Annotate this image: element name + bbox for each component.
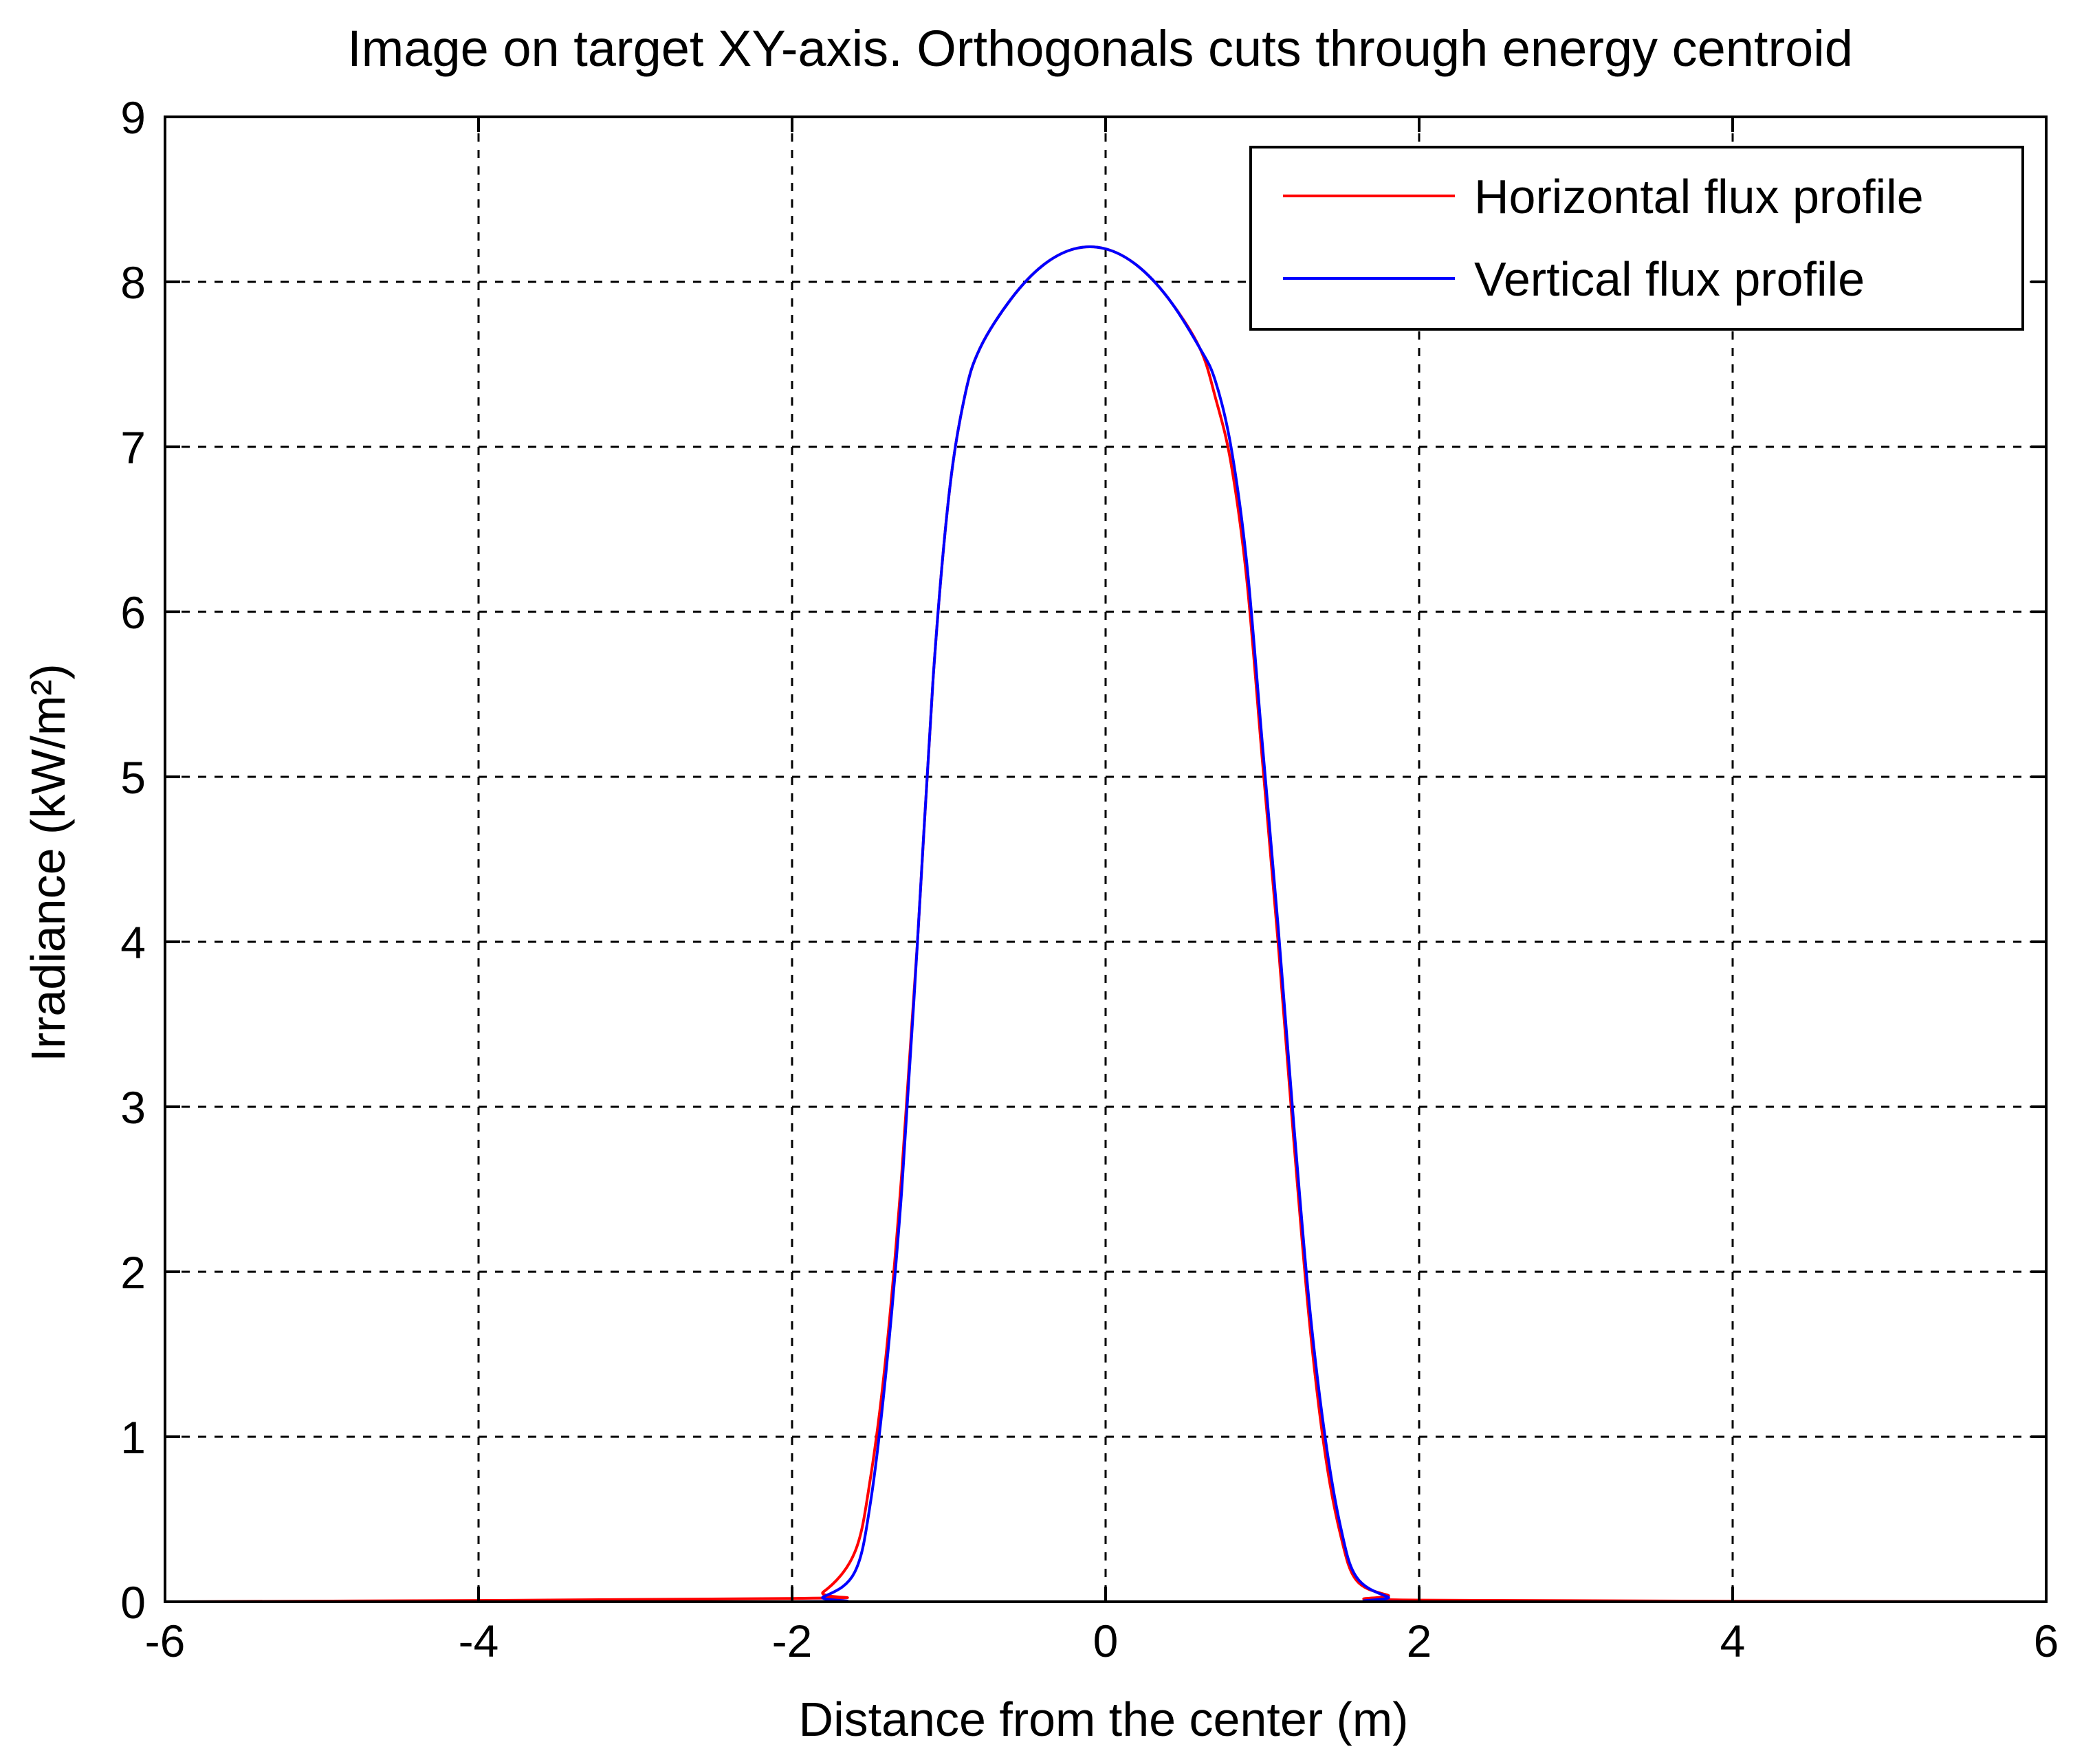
y-tick-label: 1	[120, 1412, 146, 1463]
legend-label-vertical: Vertical flux profile	[1474, 252, 1865, 306]
y-tick-label: 0	[120, 1577, 146, 1628]
legend-label-horizontal: Horizontal flux profile	[1474, 170, 1924, 223]
x-tick-label: -4	[459, 1616, 499, 1666]
x-tick-label: -6	[145, 1616, 186, 1666]
x-axis-label: Distance from the center (m)	[799, 1693, 1409, 1746]
y-tick-label: 5	[120, 752, 146, 803]
x-tick-label: 4	[1720, 1616, 1746, 1666]
x-tick-label: 0	[1093, 1616, 1119, 1666]
x-tick-label: 6	[2034, 1616, 2059, 1666]
x-tick-label: -2	[772, 1616, 813, 1666]
series-line-vertical	[165, 245, 2046, 1604]
y-tick-label: 2	[120, 1247, 146, 1298]
x-tick-label: 2	[1407, 1616, 1432, 1666]
plot-series	[164, 245, 2047, 1604]
y-tick-label: 8	[120, 257, 146, 308]
y-tick-label: 6	[120, 587, 146, 638]
legend-box	[1249, 146, 2024, 331]
chart-title: Image on target XY-axis. Orthogonals cut…	[347, 20, 1853, 77]
y-tick-label: 4	[120, 917, 146, 968]
y-tick-label: 9	[120, 92, 146, 143]
y-tick-label: 3	[120, 1082, 146, 1133]
axis-ticks: -6 -4 -2 0 2 4 6 0 1 2 3 4 5 6 7 8 9	[120, 92, 2059, 1666]
legend: Horizontal flux profile Vertical flux pr…	[1249, 146, 2024, 331]
y-axis-label: Irradiance (kW/m²)	[21, 663, 75, 1061]
y-tick-label: 7	[120, 422, 146, 473]
grid-lines	[165, 117, 2046, 1602]
